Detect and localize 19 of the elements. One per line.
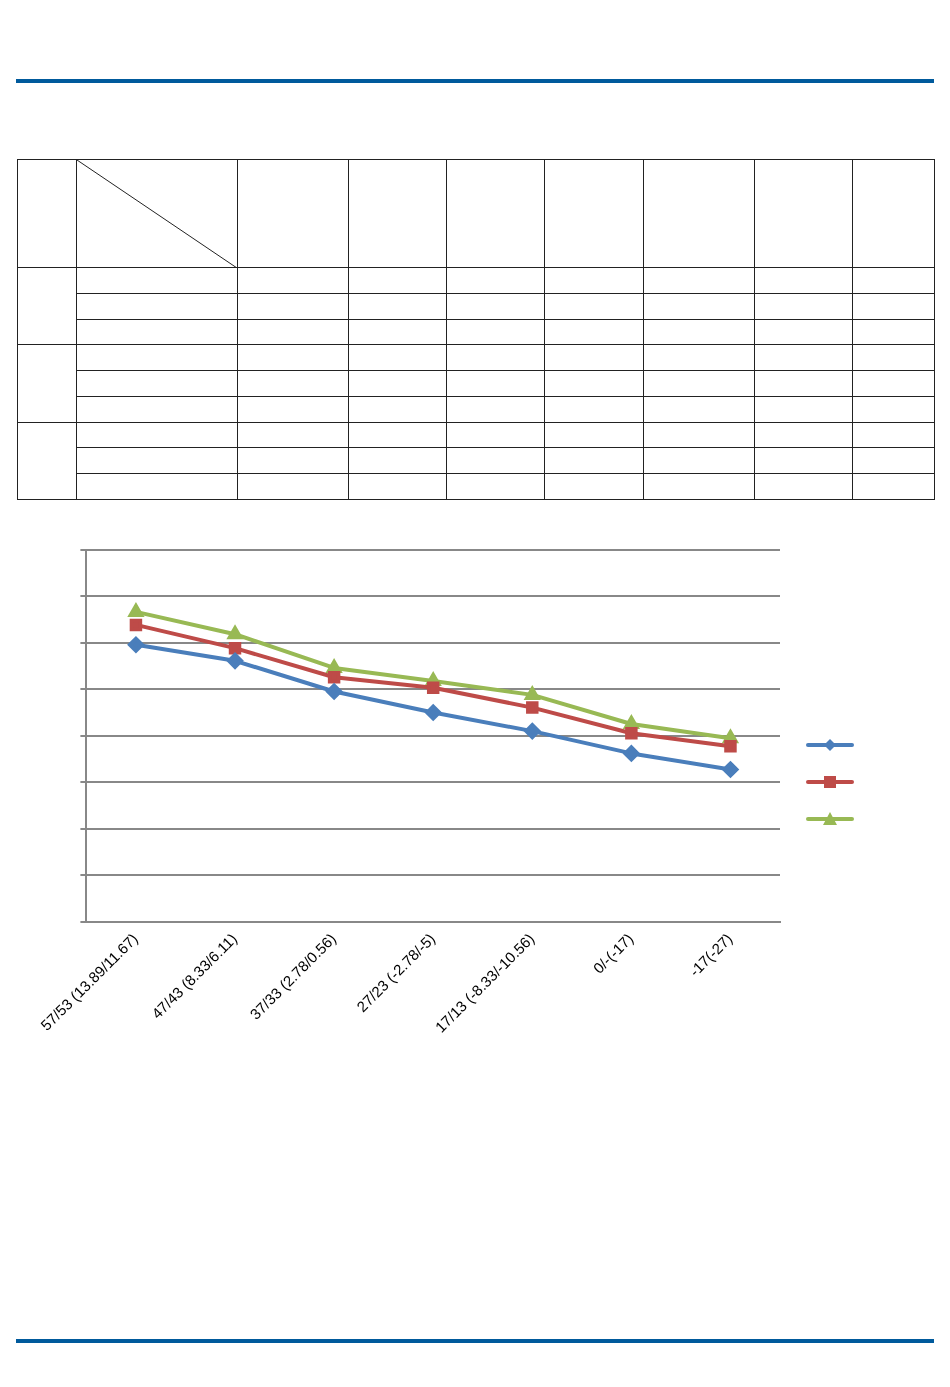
point <box>127 636 144 653</box>
point <box>327 671 341 684</box>
point <box>129 618 143 632</box>
point <box>128 603 144 617</box>
point <box>326 659 342 673</box>
point <box>625 727 638 740</box>
point <box>524 723 541 740</box>
point <box>425 704 442 721</box>
point <box>227 626 243 640</box>
point <box>326 683 343 700</box>
point <box>227 652 244 669</box>
point <box>426 681 440 695</box>
point <box>525 686 540 700</box>
point <box>526 701 539 714</box>
point <box>722 761 739 778</box>
point <box>623 745 640 762</box>
point <box>724 740 737 753</box>
point <box>624 716 639 729</box>
point <box>228 641 242 655</box>
